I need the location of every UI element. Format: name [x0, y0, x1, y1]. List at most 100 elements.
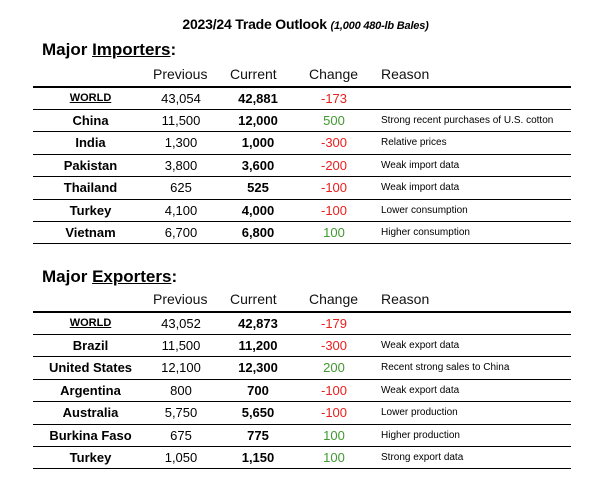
- country-cell: India: [75, 135, 106, 150]
- previous-cell: 43,052: [161, 316, 201, 331]
- reason-cell: Weak import data: [381, 182, 460, 193]
- current-cell: 42,881: [238, 91, 278, 106]
- importers-row: WORLD 43,054 42,881 -173: [33, 86, 571, 109]
- previous-cell: 5,750: [164, 405, 198, 420]
- title-units: (1,000 480-lb Bales): [330, 20, 429, 32]
- country-cell: WORLD: [69, 317, 112, 329]
- previous-cell: 11,500: [161, 337, 201, 353]
- change-cell: 500: [323, 112, 345, 128]
- importers-col-change: Change: [309, 66, 359, 82]
- country-cell: United States: [48, 360, 133, 375]
- importers-row: Turkey 4,100 4,000 -100 Lower consumption: [33, 198, 571, 222]
- country-cell: Vietnam: [65, 225, 116, 240]
- exporters-row: Argentina 800 700 -100 Weak export data: [33, 378, 571, 402]
- country-cell: Thailand: [63, 180, 118, 195]
- importers-row: India 1,300 1,000 -300 Relative prices: [33, 131, 571, 154]
- exporters-col-previous: Previous: [153, 291, 208, 307]
- importers-heading-prefix: Major: [42, 40, 93, 59]
- reason-cell: Lower production: [381, 407, 458, 418]
- reason-cell: Lower consumption: [381, 204, 468, 216]
- importers-row: China 11,500 12,000 500 Strong recent purcha…: [33, 108, 571, 132]
- current-cell: 6,800: [241, 225, 275, 240]
- current-cell: 12,300: [238, 360, 278, 375]
- page-title: 2023/24 Trade Outlook (1,000 480-lb Bale…: [0, 16, 611, 32]
- reason-cell: Higher production: [381, 429, 460, 441]
- change-cell: -179: [320, 316, 348, 331]
- title-main: 2023/24 Trade Outlook: [182, 16, 327, 32]
- current-cell: 5,650: [241, 405, 275, 420]
- importers-col-previous: Previous: [153, 66, 208, 82]
- current-cell: 1,150: [241, 450, 275, 465]
- change-cell: 100: [323, 427, 345, 443]
- change-cell: 100: [323, 450, 345, 465]
- current-cell: 4,000: [241, 202, 275, 218]
- previous-cell: 43,054: [161, 91, 201, 106]
- importers-row: Thailand 625 525 -100 Weak import data: [33, 176, 571, 199]
- change-cell: -300: [320, 337, 348, 353]
- reason-cell: Higher consumption: [381, 227, 470, 238]
- current-cell: 3,600: [241, 157, 275, 173]
- change-cell: -100: [320, 382, 348, 398]
- reason-cell: Strong export data: [381, 452, 464, 463]
- change-cell: 200: [323, 360, 345, 375]
- exporters-heading-word: Exporters: [92, 267, 172, 286]
- importers-row: Pakistan 3,800 3,600 -200 Weak import data: [33, 153, 571, 177]
- current-cell: 1,000: [241, 135, 275, 150]
- reason-cell: Relative prices: [381, 137, 447, 148]
- country-cell: Australia: [62, 405, 119, 420]
- previous-cell: 625: [170, 180, 192, 195]
- change-cell: -300: [320, 135, 348, 150]
- change-cell: -173: [320, 91, 348, 106]
- previous-cell: 3,800: [164, 157, 198, 173]
- importers-heading-suffix: :: [170, 40, 177, 59]
- importers-col-reason: Reason: [381, 66, 430, 82]
- current-cell: 700: [247, 382, 269, 398]
- importers-row: Vietnam 6,700 6,800 100 Higher consumption: [33, 221, 571, 244]
- country-cell: Turkey: [69, 202, 112, 218]
- reason-cell: Recent strong sales to China: [381, 362, 510, 373]
- previous-cell: 1,050: [164, 450, 198, 465]
- change-cell: -100: [320, 202, 348, 218]
- importers-table: WORLD 43,054 42,881 -173 China 11,500 12,000 50…: [33, 86, 571, 244]
- change-cell: -100: [320, 405, 348, 420]
- change-cell: -100: [320, 180, 348, 195]
- country-cell: Turkey: [69, 450, 112, 465]
- country-cell: China: [72, 112, 109, 128]
- exporters-col-current: Current: [230, 291, 277, 307]
- country-cell: Pakistan: [63, 157, 118, 173]
- previous-cell: 800: [170, 382, 192, 398]
- current-cell: 775: [247, 427, 269, 443]
- previous-cell: 11,500: [161, 112, 201, 128]
- exporters-heading-suffix: :: [171, 267, 178, 286]
- exporters-heading: Major Exporters:: [42, 267, 177, 287]
- current-cell: 42,873: [238, 316, 278, 331]
- exporters-row: WORLD 43,052 42,873 -179: [33, 311, 571, 334]
- reason-cell: Strong recent purchases of U.S. cotton: [381, 114, 554, 126]
- exporters-col-change: Change: [309, 291, 359, 307]
- previous-cell: 6,700: [164, 225, 198, 240]
- importers-heading-word: Importers: [92, 40, 171, 59]
- previous-cell: 1,300: [164, 135, 198, 150]
- reason-cell: Weak export data: [381, 384, 460, 396]
- exporters-col-reason: Reason: [381, 291, 430, 307]
- previous-cell: 675: [170, 427, 192, 443]
- importers-heading: Major Importers:: [42, 40, 176, 60]
- current-cell: 12,000: [238, 112, 278, 128]
- exporters-row: United States 12,100 12,300 200 Recent stron…: [33, 356, 571, 379]
- country-cell: Brazil: [72, 337, 109, 353]
- previous-cell: 12,100: [161, 360, 201, 375]
- previous-cell: 4,100: [164, 202, 198, 218]
- reason-cell: Weak import data: [381, 159, 460, 171]
- country-cell: Burkina Faso: [49, 427, 132, 443]
- country-cell: Argentina: [60, 382, 121, 398]
- importers-col-current: Current: [230, 66, 277, 82]
- exporters-row: Brazil 11,500 11,200 -300 Weak export data: [33, 333, 571, 357]
- country-cell: WORLD: [69, 92, 112, 104]
- change-cell: 100: [323, 225, 345, 240]
- exporters-heading-prefix: Major: [42, 267, 93, 286]
- exporters-row: Burkina Faso 675 775 100 Higher production: [33, 423, 571, 447]
- current-cell: 525: [247, 180, 269, 195]
- reason-cell: Weak export data: [381, 339, 460, 351]
- current-cell: 11,200: [238, 337, 278, 353]
- exporters-table: WORLD 43,052 42,873 -179 Brazil 11,500 11,200 -…: [33, 311, 571, 469]
